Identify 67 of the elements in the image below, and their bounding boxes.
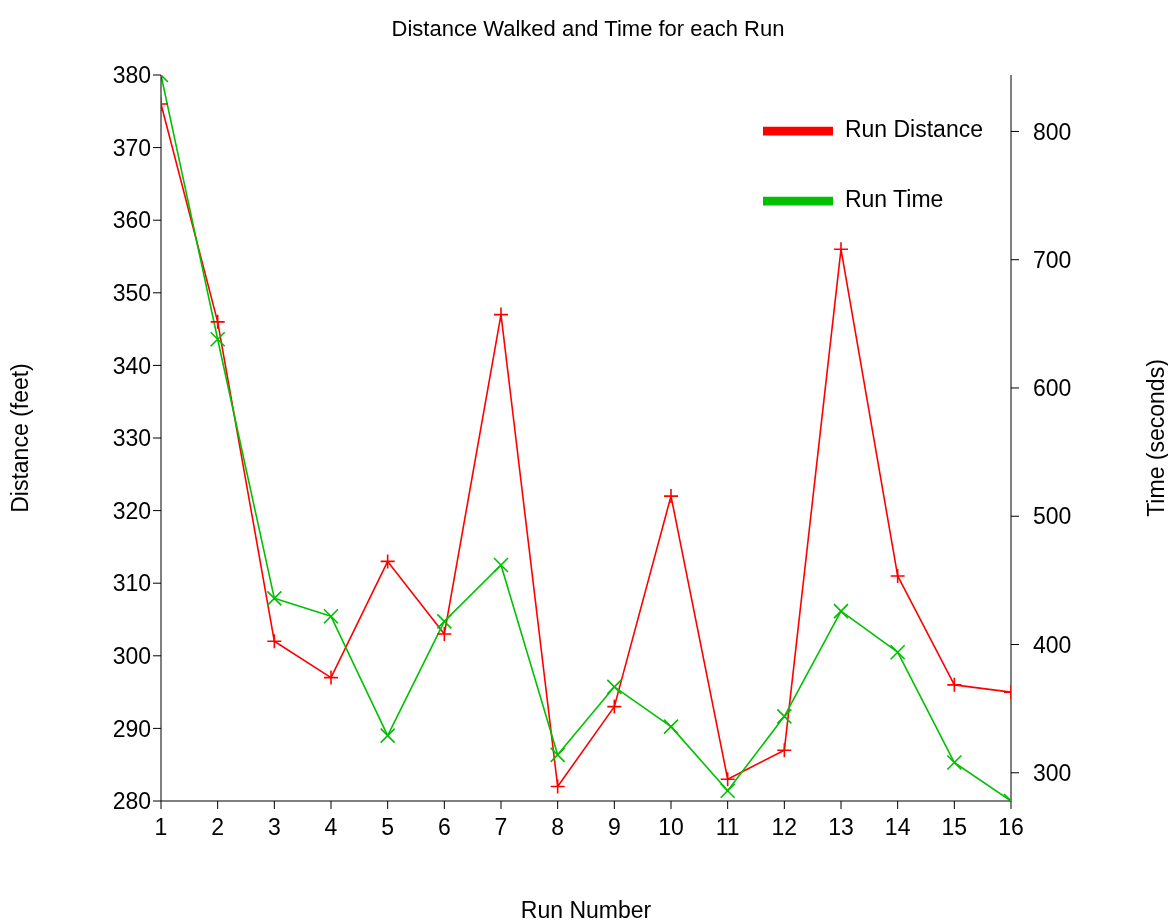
x-tick-label: 11 <box>715 814 740 841</box>
point <box>323 669 339 686</box>
y2-axis-title: Time (seconds) <box>1143 359 1170 517</box>
point <box>833 241 849 258</box>
x-tick-label: 16 <box>998 814 1024 841</box>
point <box>209 331 226 348</box>
y-tick-label: 320 <box>112 497 151 524</box>
y-tick-label: 290 <box>112 715 151 742</box>
point <box>436 626 453 642</box>
y-tick-label: 280 <box>112 788 151 815</box>
point <box>549 778 566 795</box>
point <box>606 698 623 715</box>
x-tick-label: 5 <box>381 814 395 841</box>
point <box>663 718 679 735</box>
x-tick-label: 10 <box>658 814 684 841</box>
x-tick-label: 14 <box>884 814 911 841</box>
x-tick-label: 1 <box>154 814 168 841</box>
point <box>549 747 566 763</box>
point <box>776 742 793 758</box>
y-tick-label: 380 <box>112 62 151 89</box>
point <box>946 677 963 693</box>
x-axis-title: Run Number <box>520 897 652 923</box>
legend-label: Run Time <box>844 186 944 213</box>
point <box>889 644 906 661</box>
point <box>436 613 453 630</box>
point <box>323 608 339 625</box>
y-tick-label: 350 <box>112 279 151 306</box>
x-tick-label: 9 <box>607 814 621 841</box>
y2-tick-label: 700 <box>1033 246 1072 273</box>
x-tick-label: 4 <box>324 814 338 841</box>
x-tick-label: 7 <box>494 814 508 841</box>
x-tick-label: 12 <box>771 814 798 841</box>
point <box>493 306 509 323</box>
legend-label: Run Distance <box>844 116 983 143</box>
point <box>776 708 793 725</box>
point <box>493 557 509 573</box>
x-tick-label: 8 <box>551 814 565 841</box>
point <box>379 727 396 744</box>
point <box>719 771 736 788</box>
point <box>946 754 963 771</box>
y2-tick-label: 300 <box>1033 759 1072 786</box>
y2-tick-label: 500 <box>1033 503 1072 530</box>
y-tick-label: 370 <box>112 134 151 161</box>
y2-tick-label: 800 <box>1033 118 1072 145</box>
x-tick-label: 2 <box>211 814 225 841</box>
y-tick-label: 310 <box>112 570 151 597</box>
chart-title: Distance Walked and Time for each Run <box>390 16 786 42</box>
point <box>379 553 396 570</box>
x-tick-label: 3 <box>267 814 281 841</box>
y2-tick-label: 400 <box>1033 631 1072 658</box>
point <box>266 590 283 607</box>
x-tick-label: 13 <box>828 814 854 841</box>
point <box>833 603 849 619</box>
point <box>606 679 623 695</box>
y2-tick-label: 600 <box>1033 375 1072 402</box>
y-tick-label: 330 <box>112 425 151 452</box>
y-tick-label: 360 <box>112 207 151 234</box>
point <box>266 633 283 650</box>
x-tick-label: 6 <box>437 814 451 841</box>
x-tick-label: 15 <box>941 814 968 841</box>
point <box>719 782 736 799</box>
point <box>663 488 679 504</box>
point <box>889 568 906 584</box>
y-tick-label: 300 <box>112 642 151 669</box>
y-axis-title: Distance (feet) <box>7 363 34 513</box>
point <box>209 314 226 330</box>
y-tick-label: 340 <box>112 352 151 379</box>
